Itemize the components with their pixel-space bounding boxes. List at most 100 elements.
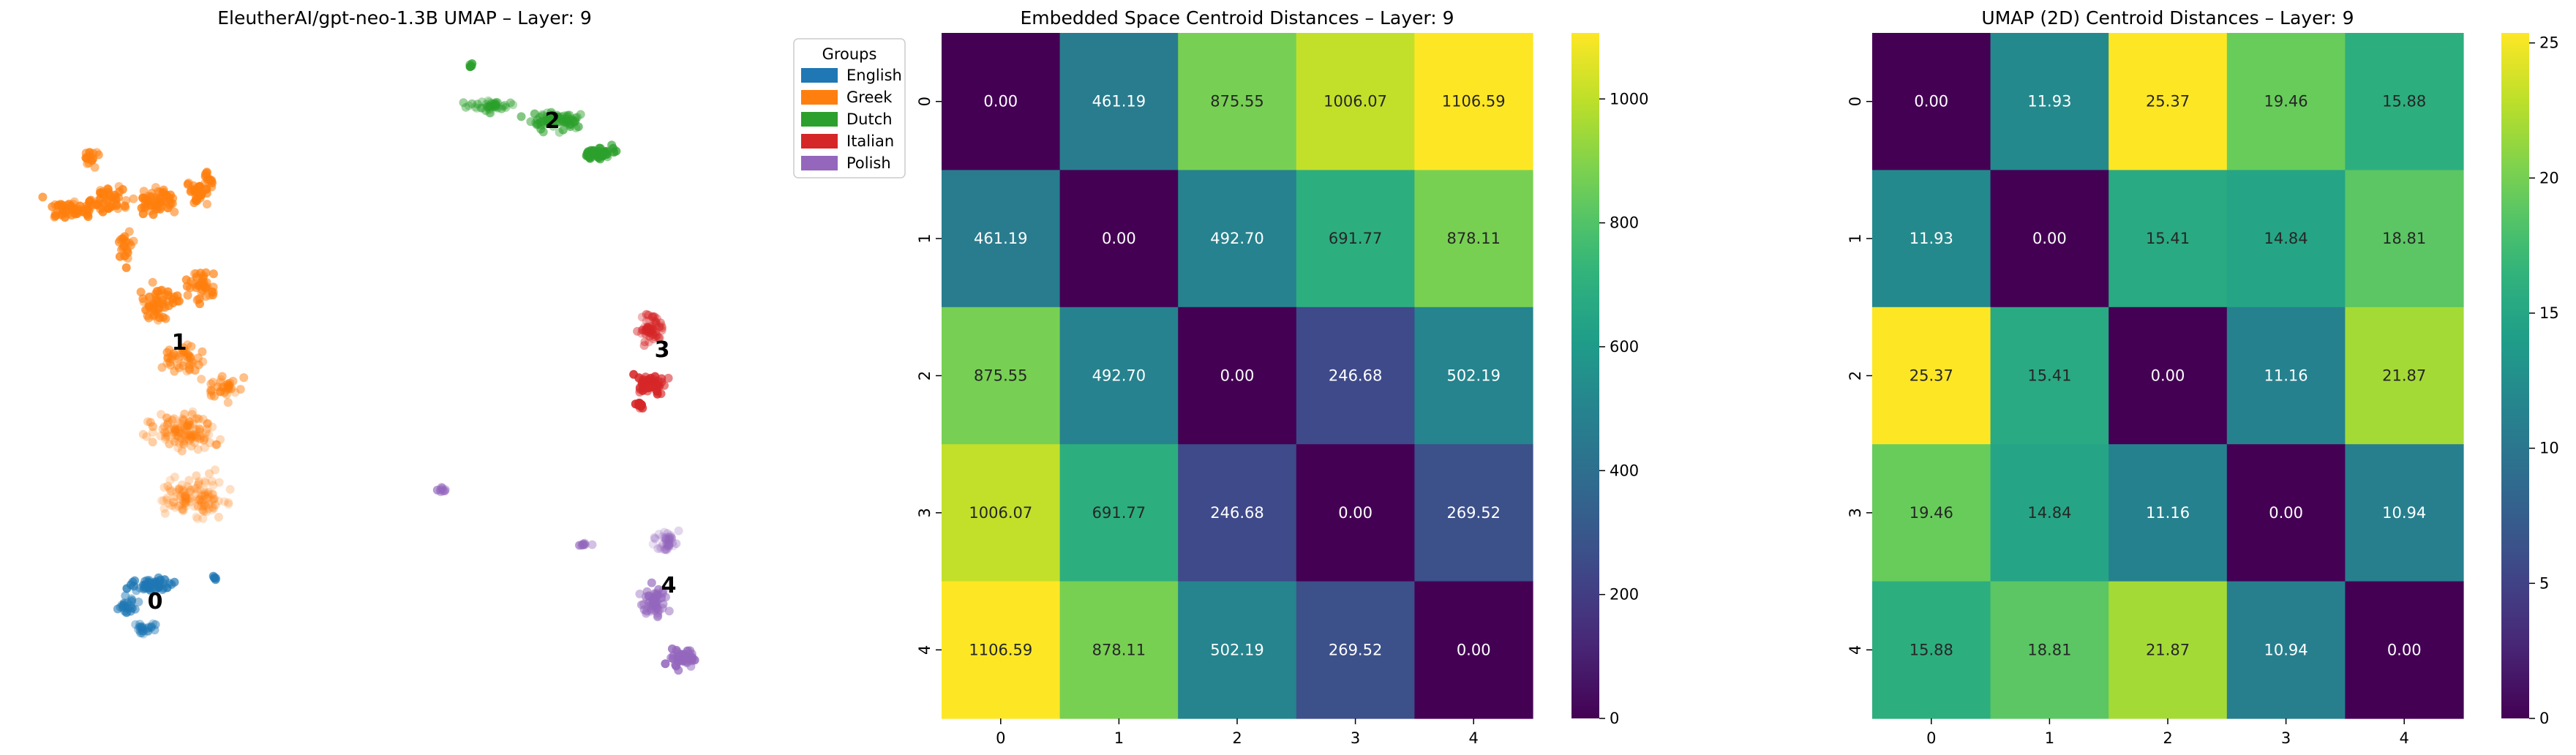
heatmap-cell-label: 878.11: [1092, 641, 1146, 658]
scatter-point-greek: [201, 492, 211, 501]
scatter-point-greek: [85, 151, 94, 161]
cluster-label-2: 2: [545, 108, 560, 134]
scatter-point-greek: [148, 422, 157, 432]
scatter-point-greek: [170, 425, 180, 435]
scatter-point-greek: [183, 290, 192, 300]
heatmap1-title: Embedded Space Centroid Distances – Laye…: [1020, 7, 1454, 29]
scatter-point-dutch: [492, 97, 501, 107]
scatter-point-greek: [149, 310, 159, 320]
heatmap-cell-label: 246.68: [1329, 367, 1382, 385]
x-tick-label: 4: [1469, 729, 1479, 747]
scatter-point-polish: [660, 527, 669, 537]
heatmap-cell: [2109, 170, 2228, 308]
heatmap-cell-label: 878.11: [1446, 230, 1500, 247]
scatter-point-italian: [650, 312, 659, 321]
scatter-point-polish: [672, 661, 681, 670]
scatter-point-dutch: [571, 123, 581, 132]
scatter-point-dutch: [467, 99, 477, 108]
scatter-point-dutch: [467, 59, 477, 68]
heatmap-cell: [1178, 33, 1297, 170]
scatter-point-greek: [183, 481, 192, 491]
heatmap-cell-label: 269.52: [1446, 504, 1500, 522]
scatter-point-polish: [662, 546, 672, 555]
heatmap-cell-label: 461.19: [974, 230, 1027, 247]
x-tick-label: 2: [2163, 729, 2172, 747]
scatter-point-greek: [167, 354, 176, 364]
scatter-point-dutch: [485, 105, 495, 114]
scatter-point-greek: [159, 312, 168, 322]
heatmap-cell: [1990, 444, 2109, 582]
scatter-point-greek: [169, 497, 179, 507]
scatter-point-greek: [203, 418, 212, 428]
scatter-point-polish: [651, 600, 661, 609]
scatter-point-greek: [200, 488, 209, 497]
scatter-point-greek: [38, 192, 48, 202]
scatter-point-polish: [641, 592, 650, 601]
scatter-point-greek: [172, 431, 181, 440]
scatter-point-greek: [184, 431, 194, 440]
scatter-point-polish: [665, 535, 675, 544]
scatter-point-greek: [188, 407, 198, 416]
scatter-point-greek: [165, 200, 174, 210]
scatter-point-polish: [664, 539, 674, 549]
scatter-point-polish: [662, 539, 672, 549]
scatter-point-greek: [180, 499, 189, 508]
scatter-point-dutch: [459, 98, 468, 108]
heatmap-cell-label: 25.37: [1910, 367, 1953, 385]
heatmap1-cells: 0.00 461.19 875.55 1006.07 1106.59 461.19 0.00…: [942, 33, 1533, 719]
scatter-point-greek: [112, 201, 121, 211]
scatter-point-greek: [206, 496, 215, 506]
scatter-point-greek: [198, 415, 208, 424]
scatter-point-greek: [174, 354, 184, 364]
scatter-point-italian: [644, 327, 653, 337]
scatter-point-english: [135, 620, 145, 629]
scatter-point-greek: [197, 375, 206, 384]
heatmap-cell-label: 15.41: [2146, 230, 2190, 247]
scatter-point-greek: [51, 211, 60, 220]
heatmap-cell: [1414, 33, 1533, 170]
scatter-point-greek: [211, 465, 219, 475]
scatter-point-polish: [662, 538, 672, 548]
scatter-point-italian: [657, 321, 666, 331]
scatter-point-greek: [183, 494, 192, 503]
scatter-point-greek: [201, 501, 211, 511]
scatter-point-greek: [187, 359, 196, 369]
scatter-point-greek: [179, 497, 188, 506]
scatter-point-greek: [191, 269, 200, 278]
legend: Groups English Greek Dutch Italian Polish: [793, 38, 906, 179]
legend-label-polish: Polish: [846, 154, 891, 172]
scatter-point-dutch: [498, 102, 508, 111]
scatter-point-polish: [678, 656, 688, 664]
scatter-point-greek: [207, 476, 217, 486]
scatter-point-polish: [648, 539, 658, 549]
scatter-point-greek: [200, 498, 209, 508]
scatter-point-dutch: [484, 104, 494, 113]
scatter-point-greek: [199, 501, 209, 511]
scatter-point-greek: [200, 491, 209, 500]
y-tick-label: 0: [916, 97, 934, 106]
scatter-point-greek: [175, 486, 184, 495]
scatter-point-english: [149, 619, 158, 628]
scatter-point-greek: [148, 277, 157, 287]
scatter-point-english: [144, 623, 154, 631]
umap-scatter-panel: EleutherAI/gpt-neo-1.3B UMAP – Layer: 9 …: [38, 7, 906, 675]
scatter-point-greek: [209, 503, 218, 513]
scatter-point-greek: [199, 435, 209, 445]
y-tick-label: 3: [1847, 508, 1864, 517]
scatter-point-greek: [203, 200, 211, 209]
heatmap-cell: [1296, 581, 1415, 719]
scatter-point-greek: [195, 425, 205, 435]
scatter-point-greek: [162, 493, 172, 503]
scatter-point-greek: [185, 434, 195, 443]
scatter-point-greek: [213, 382, 222, 391]
scatter-point-english: [143, 626, 152, 636]
scatter-point-greek: [224, 500, 233, 509]
scatter-point-italian: [642, 316, 651, 326]
scatter-point-polish: [661, 659, 670, 669]
y-tick-label: 3: [916, 508, 934, 517]
scatter-point-greek: [187, 410, 197, 419]
heatmap-cell: [1872, 33, 1991, 170]
scatter-point-greek: [177, 446, 187, 456]
scatter-point-greek: [208, 503, 217, 512]
scatter-point-greek: [200, 433, 209, 443]
